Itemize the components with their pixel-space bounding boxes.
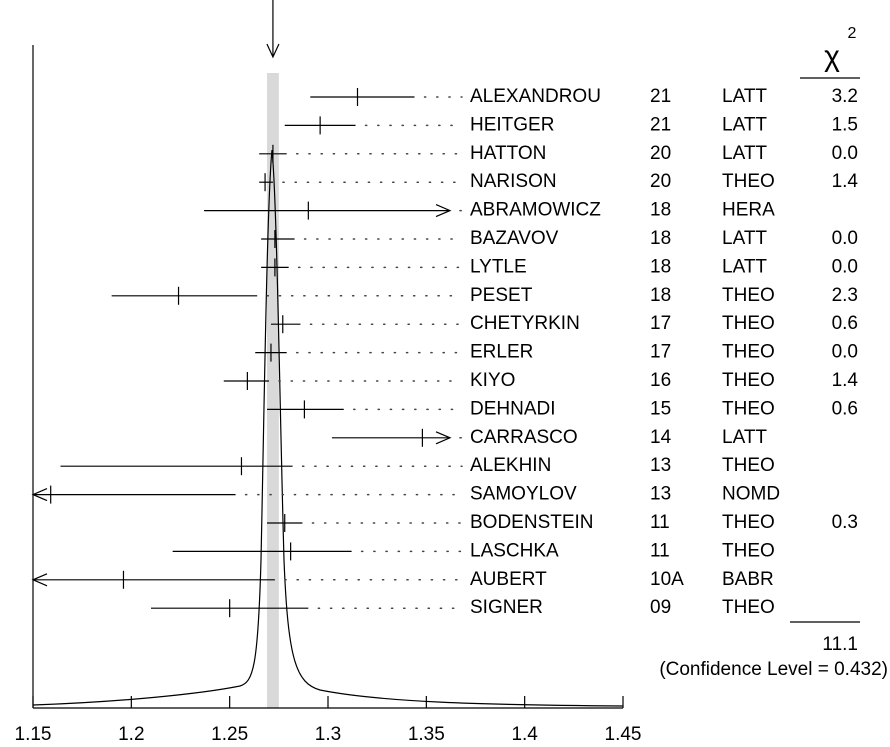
measurement-name: CARRASCO: [470, 427, 578, 448]
measurement-technique: LATT: [722, 256, 767, 277]
measurement-name: CHETYRKIN: [470, 313, 580, 334]
chi2-value: 0.0: [832, 256, 858, 277]
measurement-name: SAMOYLOV: [470, 484, 577, 505]
measurement-technique: LATT: [722, 114, 767, 135]
measurement-name: BAZAVOV: [470, 228, 559, 249]
measurement-name: AUBERT: [470, 569, 547, 590]
measurement-technique: LATT: [722, 86, 767, 107]
error-arrowhead: [435, 431, 452, 445]
chi2-value: 0.6: [832, 398, 858, 419]
chi2-value: 0.6: [832, 313, 858, 334]
chi2-value: 1.4: [832, 370, 859, 391]
chi2-value: 3.2: [832, 86, 858, 107]
measurement-year: 14: [650, 427, 672, 448]
measurement-name: HATTON: [470, 143, 546, 164]
x-tick-label: 1.3: [315, 724, 341, 745]
chi2-total: 11.1: [822, 634, 858, 655]
error-arrowhead: [435, 204, 452, 218]
measurement-name: HEITGER: [470, 114, 554, 135]
x-tick-label: 1.2: [118, 724, 144, 745]
measurement-technique: THEO: [722, 342, 775, 363]
measurement-technique: THEO: [722, 171, 775, 192]
measurement-technique: THEO: [722, 285, 775, 306]
measurement-name: ABRAMOWICZ: [470, 200, 601, 221]
measurement-technique: THEO: [722, 455, 775, 476]
measurement-technique: NOMD: [722, 484, 780, 505]
measurement-year: 18: [650, 228, 671, 249]
measurement-year: 18: [650, 256, 671, 277]
error-arrowhead: [31, 573, 48, 587]
measurement-year: 10A: [650, 569, 684, 590]
measurement-technique: BABR: [722, 569, 774, 590]
measurement-name: LASCHKA: [470, 540, 559, 561]
chi2-symbol: χ: [824, 40, 840, 73]
chi2-value: 0.3: [832, 512, 858, 533]
measurement-year: 11: [650, 512, 670, 533]
measurement-year: 20: [650, 143, 671, 164]
measurement-technique: LATT: [722, 228, 767, 249]
measurement-year: 20: [650, 171, 671, 192]
chi2-value: 2.3: [832, 285, 858, 306]
measurement-year: 18: [650, 200, 671, 221]
measurement-technique: THEO: [722, 313, 775, 334]
average-arrowhead: [266, 43, 280, 59]
measurement-technique: THEO: [722, 370, 775, 391]
x-tick-label: 1.45: [605, 724, 642, 745]
measurement-name: ALEKHIN: [470, 455, 551, 476]
measurement-technique: HERA: [722, 200, 775, 221]
chi2-value: 1.4: [832, 171, 859, 192]
average-band: [267, 73, 279, 708]
measurement-name: ALEXANDROU: [470, 86, 601, 107]
error-arrowhead: [31, 488, 48, 502]
measurement-year: 15: [650, 398, 671, 419]
chi2-exponent: 2: [848, 25, 857, 42]
measurement-name: LYTLE: [470, 256, 527, 277]
measurement-year: 09: [650, 597, 671, 618]
measurement-year: 13: [650, 455, 671, 476]
measurement-technique: THEO: [722, 597, 775, 618]
measurement-year: 17: [650, 342, 671, 363]
measurement-name: PESET: [470, 285, 533, 306]
measurement-year: 18: [650, 285, 671, 306]
measurement-technique: LATT: [722, 143, 767, 164]
measurement-technique: THEO: [722, 512, 775, 533]
measurement-year: 16: [650, 370, 671, 391]
x-tick-label: 1.4: [511, 724, 538, 745]
measurement-name: BODENSTEIN: [470, 512, 594, 533]
measurement-name: DEHNADI: [470, 398, 556, 419]
chi2-value: 0.0: [832, 143, 858, 164]
x-tick-label: 1.35: [408, 724, 445, 745]
measurement-technique: THEO: [722, 540, 775, 561]
measurement-name: ERLER: [470, 342, 533, 363]
x-tick-label: 1.15: [15, 724, 52, 745]
x-tick-label: 1.25: [211, 724, 248, 745]
measurement-year: 17: [650, 313, 671, 334]
measurement-name: KIYO: [470, 370, 515, 391]
chi2-value: 1.5: [832, 114, 858, 135]
measurement-technique: THEO: [722, 398, 775, 419]
measurement-name: NARISON: [470, 171, 557, 192]
measurement-name: SIGNER: [470, 597, 543, 618]
measurement-year: 13: [650, 484, 671, 505]
measurement-year: 21: [650, 86, 671, 107]
measurement-year: 11: [650, 540, 670, 561]
chi2-value: 0.0: [832, 342, 858, 363]
measurement-year: 21: [650, 114, 671, 135]
chi2-value: 0.0: [832, 228, 858, 249]
confidence-level: (Confidence Level = 0.432): [659, 659, 888, 680]
measurement-technique: LATT: [722, 427, 767, 448]
